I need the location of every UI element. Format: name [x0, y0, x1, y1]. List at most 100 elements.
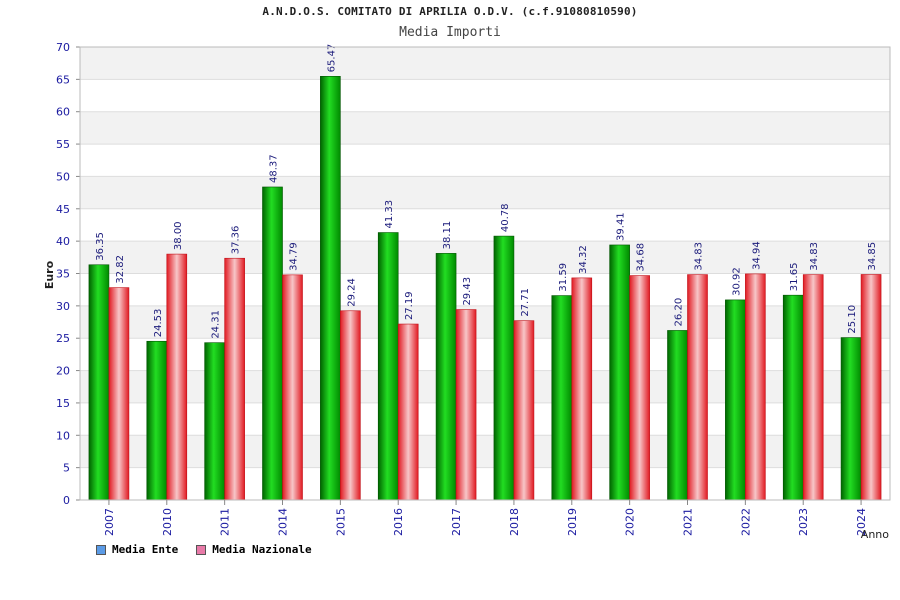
x-axis-title: Anno: [861, 528, 889, 541]
chart-title: A.N.D.O.S. COMITATO DI APRILIA O.D.V. (c…: [262, 5, 638, 18]
value-label-media-ente: 30.92: [731, 267, 742, 296]
value-label-media-nazionale: 27.71: [520, 288, 531, 317]
value-label-media-ente: 24.31: [211, 310, 222, 339]
bar-media-nazionale: [455, 309, 477, 501]
y-tick-label: 10: [56, 429, 70, 442]
plot-frame: [79, 46, 891, 501]
bars-group: [88, 76, 882, 501]
grid-band: [80, 47, 890, 80]
bar-media-nazionale: [802, 274, 824, 501]
y-tick-label: 45: [56, 203, 70, 216]
bar-media-ente: [88, 264, 110, 501]
bar-media-nazionale: [687, 274, 708, 501]
bar-media-nazionale: [166, 253, 188, 501]
bar-media-nazionale: [513, 320, 535, 501]
x-tick-label: 2007: [103, 508, 116, 536]
bar-media-ente: [667, 330, 688, 501]
value-label-media-nazionale: 32.82: [115, 255, 126, 284]
y-tick-label: 50: [56, 170, 70, 183]
legend-label-media-ente: Media Ente: [112, 543, 179, 556]
y-tick-label: 55: [56, 138, 70, 151]
grid-band: [80, 305, 890, 339]
legend-item-media-ente: Media Ente: [96, 543, 178, 556]
value-label-media-nazionale: 29.24: [346, 278, 357, 307]
value-label-media-ente: 31.65: [789, 263, 800, 292]
x-tick-label: 2010: [161, 508, 174, 536]
bar-media-nazionale: [397, 323, 419, 501]
bar-media-ente: [204, 342, 225, 501]
y-tick-label: 60: [56, 106, 70, 119]
legend-label-media-nazionale: Media Nazionale: [212, 543, 312, 556]
bar-media-nazionale: [340, 310, 361, 501]
bar-media-nazionale: [108, 287, 130, 501]
grid-band: [80, 241, 890, 274]
x-tick-label: 2011: [219, 508, 232, 536]
value-label-media-ente: 31.59: [558, 263, 569, 292]
value-label-media-ente: 38.11: [442, 221, 453, 250]
y-tick-label: 30: [56, 300, 70, 313]
bar-media-ente: [782, 294, 804, 501]
bar-media-nazionale: [745, 273, 766, 501]
bar-media-ente: [493, 235, 515, 501]
y-tick-label: 70: [56, 41, 70, 54]
value-label-media-nazionale: 34.68: [636, 243, 647, 272]
y-tick-label: 5: [63, 462, 70, 475]
value-label-media-nazionale: 34.94: [751, 241, 762, 270]
value-label-media-nazionale: 29.43: [462, 277, 473, 306]
y-axis-title: Euro: [43, 260, 56, 289]
value-label-media-nazionale: 34.83: [809, 242, 820, 271]
x-tick-label: 2019: [566, 508, 579, 536]
grid-bands: [80, 46, 890, 501]
chart-subtitle: Media Importi: [399, 25, 501, 40]
value-label-media-ente: 41.33: [384, 200, 395, 229]
bar-media-nazionale: [282, 274, 303, 501]
x-tick-label: 2022: [739, 508, 752, 536]
y-tick-label: 20: [56, 365, 70, 378]
bar-media-ente: [262, 186, 283, 501]
x-tick-label: 2023: [797, 508, 810, 536]
value-label-media-nazionale: 34.85: [867, 242, 878, 271]
value-label-media-nazionale: 34.83: [694, 242, 705, 271]
x-tick-label: 2018: [508, 508, 521, 536]
bar-media-ente: [435, 253, 457, 501]
x-tick-label: 2024: [855, 508, 868, 536]
x-tick-label: 2015: [334, 508, 347, 536]
y-tick-label: 40: [56, 235, 70, 248]
x-tick-label: 2017: [450, 508, 463, 536]
grid-band: [80, 370, 890, 403]
grid-band: [80, 435, 890, 468]
y-tick-label: 25: [56, 332, 70, 345]
x-tick-label: 2014: [277, 508, 290, 536]
bar-media-ente: [725, 299, 746, 501]
value-label-media-nazionale: 34.79: [289, 242, 300, 271]
value-label-media-ente: 26.20: [674, 298, 685, 327]
legend: Media Ente Media Nazionale: [96, 543, 312, 556]
bar-media-ente: [146, 340, 168, 501]
y-tick-label: 65: [56, 73, 70, 86]
bar-media-ente: [551, 295, 573, 501]
legend-item-media-nazionale: Media Nazionale: [196, 543, 312, 556]
bar-media-nazionale: [860, 274, 882, 501]
value-label-media-ente: 39.41: [616, 212, 627, 241]
x-tick-label: 2021: [682, 508, 695, 536]
x-tick-label: 2020: [624, 508, 637, 536]
value-label-media-ente: 24.53: [153, 309, 164, 338]
legend-swatch-media-nazionale: [196, 544, 207, 555]
value-labels-group: 36.35 32.82 24.53 38.00 24.31 37.36 48.37 34.79…: [95, 44, 878, 339]
value-label-media-ente: 40.78: [500, 203, 511, 232]
bar-media-nazionale: [571, 277, 593, 501]
value-label-media-nazionale: 38.00: [173, 221, 184, 250]
grid-band: [80, 176, 890, 209]
bar-media-nazionale: [629, 275, 650, 501]
bar-media-ente: [609, 244, 630, 501]
legend-swatch-media-ente: [96, 544, 106, 555]
value-label-media-ente: 36.35: [95, 232, 106, 261]
axes-group: 0 5 10 15 20 25 30 35 40 45 50 55 60 65 70 2007 2010 2011…: [43, 41, 891, 541]
y-tick-label: 0: [63, 494, 70, 507]
value-label-media-ente: 25.10: [847, 305, 858, 334]
value-label-media-nazionale: 37.36: [231, 226, 242, 255]
bar-media-ente: [320, 76, 341, 501]
y-tick-label: 15: [56, 397, 70, 410]
